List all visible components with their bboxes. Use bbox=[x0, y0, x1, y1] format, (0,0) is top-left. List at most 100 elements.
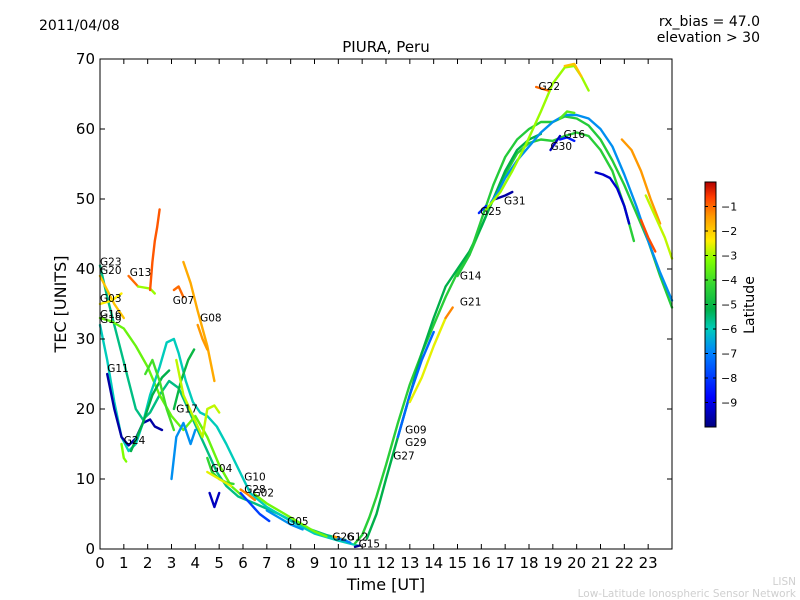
x-tick-label-22: 22 bbox=[615, 554, 634, 572]
series-line-g16-7 bbox=[98, 316, 245, 498]
y-axis-label: TEC [UNITS] bbox=[51, 256, 70, 354]
colorbar-tick-label--6: −6 bbox=[721, 323, 737, 336]
colorbar: −1 −2 −3 −4 −5 −6 −7 −8 −9 Latitude bbox=[704, 181, 758, 428]
y-tick-label-40: 40 bbox=[76, 260, 95, 278]
series-line-g03-4 bbox=[98, 292, 123, 306]
series-line-g14-31 bbox=[456, 115, 674, 309]
series-line-g23-0 bbox=[98, 264, 347, 542]
colorbar-tick-label--4: −4 bbox=[721, 274, 737, 287]
x-tick-label-20: 20 bbox=[567, 554, 586, 572]
series-line-g21-29 bbox=[408, 316, 447, 404]
series-line-g29-28 bbox=[396, 330, 435, 439]
colorbar-tick-label--8: −8 bbox=[721, 372, 737, 385]
colorbar-tick-label--9: −9 bbox=[721, 397, 737, 410]
series-line-g19-8 bbox=[98, 323, 359, 547]
colorbar-tick-label--3: −3 bbox=[721, 250, 737, 263]
x-tick-label-16: 16 bbox=[472, 554, 491, 572]
series-line-g16-40 bbox=[558, 110, 576, 120]
series-line-g10-19 bbox=[239, 488, 257, 502]
sat-label-g14-22: G14 bbox=[460, 271, 482, 283]
sat-label-g11-8: G11 bbox=[107, 363, 129, 375]
series-line-g25-32 bbox=[477, 204, 488, 215]
series-line-g17-15 bbox=[170, 421, 197, 481]
x-axis-label: Time [UT] bbox=[346, 575, 425, 594]
series-line-g31-33 bbox=[489, 113, 674, 302]
series-line-g16-43 bbox=[644, 194, 674, 260]
sat-label-g05-15: G05 bbox=[287, 516, 309, 528]
series-line-g16-44 bbox=[639, 218, 657, 253]
sat-label-g17-10: G17 bbox=[176, 404, 198, 416]
sat-label-g22-26: G22 bbox=[539, 81, 561, 93]
x-tick-label-21: 21 bbox=[591, 554, 610, 572]
sat-label-g20-1: G20 bbox=[100, 265, 122, 277]
series-line-g17-14 bbox=[175, 358, 221, 439]
sat-label-g07-4: G07 bbox=[173, 295, 195, 307]
x-tick-label-9: 9 bbox=[310, 554, 320, 572]
sat-label-g09-19: G09 bbox=[405, 425, 427, 437]
y-tick-label-70: 70 bbox=[76, 50, 95, 68]
sat-label-g28-13: G28 bbox=[244, 484, 266, 496]
footer-network: Low-Latitude Ionospheric Sensor Network bbox=[577, 588, 796, 600]
series-line-g22-37 bbox=[563, 62, 583, 78]
series-line-g07-5 bbox=[172, 285, 185, 299]
sat-label-g16-6: G16 bbox=[100, 309, 122, 321]
series-line-g13-2 bbox=[127, 274, 140, 288]
series-line-g02-21 bbox=[253, 493, 328, 538]
series-line-g17-13 bbox=[172, 348, 196, 411]
series-line-g24-11 bbox=[129, 369, 171, 453]
y-tick-label-20: 20 bbox=[76, 400, 95, 418]
y-tick-label-30: 30 bbox=[76, 330, 95, 348]
x-tick-label-3: 3 bbox=[167, 554, 177, 572]
sat-label-g30-27: G30 bbox=[551, 141, 573, 153]
x-tick-label-15: 15 bbox=[448, 554, 467, 572]
y-axis: 0 10 20 30 40 50 60 70 bbox=[76, 50, 672, 558]
colorbar-label: Latitude bbox=[742, 276, 758, 334]
chart-title: PIURA, Peru bbox=[342, 38, 429, 56]
series-line-g13-3 bbox=[136, 285, 157, 295]
series-line-g22-36 bbox=[535, 85, 550, 92]
sat-label-g25-24: G25 bbox=[480, 206, 502, 218]
sat-label-g04-11: G04 bbox=[211, 463, 233, 475]
series-line-g24-12 bbox=[144, 358, 176, 432]
series-line-g27-27 bbox=[365, 132, 543, 540]
series-line-g15-25 bbox=[353, 544, 361, 549]
colorbar-tick-label--1: −1 bbox=[721, 201, 737, 214]
series-line-g21-30 bbox=[444, 306, 454, 320]
series-line-g16-41 bbox=[594, 171, 631, 225]
sat-label-g23-0: G23 bbox=[100, 257, 122, 269]
series-line-g08-6 bbox=[182, 260, 216, 383]
sat-label-g29-20: G29 bbox=[405, 437, 427, 449]
x-tick-label-7: 7 bbox=[262, 554, 272, 572]
colorbar-ticks: −1 −2 −3 −4 −5 −6 −7 −8 −9 bbox=[705, 201, 737, 410]
series-line-g30-38 bbox=[549, 134, 562, 152]
sat-label-g21-23: G21 bbox=[460, 296, 482, 308]
series-line-g16-46 bbox=[196, 323, 209, 351]
x-tick-label-13: 13 bbox=[400, 554, 419, 572]
sat-label-g24-9: G24 bbox=[124, 435, 146, 447]
series-line-g31-34 bbox=[494, 190, 514, 201]
sat-label-g12-17: G12 bbox=[347, 532, 369, 544]
series-line-g02-18 bbox=[206, 470, 233, 488]
x-tick-label-2: 2 bbox=[143, 554, 153, 572]
sat-label-g26-16: G26 bbox=[332, 532, 354, 544]
series-line-g24-10 bbox=[120, 442, 128, 463]
sat-label-g10-12: G10 bbox=[244, 471, 266, 483]
x-tick-label-18: 18 bbox=[519, 554, 538, 572]
sat-label-g16-28: G16 bbox=[564, 129, 586, 141]
series-line-g16-42 bbox=[620, 138, 662, 225]
y-tick-label-0: 0 bbox=[85, 540, 95, 558]
series-layer bbox=[98, 62, 674, 549]
x-tick-label-4: 4 bbox=[191, 554, 201, 572]
sat-label-g13-2: G13 bbox=[130, 267, 152, 279]
x-tick-label-17: 17 bbox=[496, 554, 515, 572]
rx-bias-label: rx_bias = 47.0 bbox=[658, 14, 760, 30]
y-tick-label-50: 50 bbox=[76, 190, 95, 208]
series-line-g20-1 bbox=[98, 274, 126, 320]
y-tick-label-10: 10 bbox=[76, 470, 95, 488]
series-line-g28-20 bbox=[239, 491, 271, 523]
colorbar-tick-label--2: −2 bbox=[721, 225, 737, 238]
sat-label-g31-25: G31 bbox=[504, 196, 526, 208]
series-line-g12-24 bbox=[337, 537, 352, 544]
x-tick-label-19: 19 bbox=[543, 554, 562, 572]
